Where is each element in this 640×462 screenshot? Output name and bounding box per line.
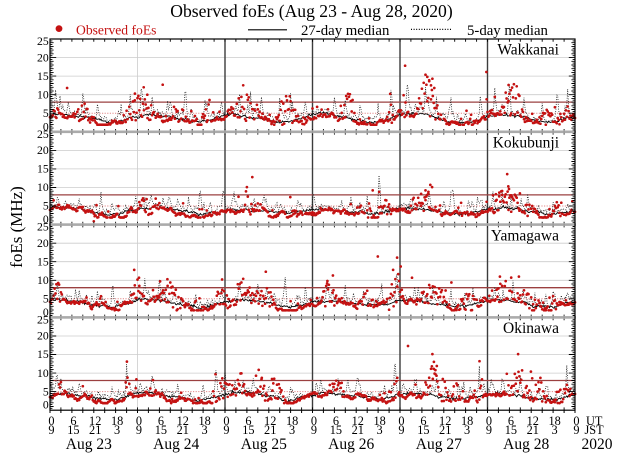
svg-text:20: 20 xyxy=(37,237,49,250)
svg-text:Wakkanai: Wakkanai xyxy=(497,42,559,59)
svg-text:Kokubunji: Kokubunji xyxy=(493,135,560,152)
svg-text:6: 6 xyxy=(420,414,426,428)
svg-text:3: 3 xyxy=(202,423,208,437)
svg-text:5-day median: 5-day median xyxy=(467,23,549,39)
svg-text:6: 6 xyxy=(508,414,514,428)
svg-text:0: 0 xyxy=(43,120,49,133)
svg-text:18: 18 xyxy=(286,414,298,428)
svg-text:5: 5 xyxy=(43,293,49,306)
svg-text:UT: UT xyxy=(586,414,603,428)
svg-text:6: 6 xyxy=(158,414,164,428)
svg-text:3: 3 xyxy=(552,423,558,437)
svg-text:0: 0 xyxy=(43,399,49,412)
svg-text:12: 12 xyxy=(352,414,364,428)
svg-text:9: 9 xyxy=(486,423,492,437)
svg-text:15: 15 xyxy=(155,423,167,437)
svg-text:9: 9 xyxy=(223,423,229,437)
svg-text:5: 5 xyxy=(43,107,49,120)
svg-text:Observed foEs (Aug 23 - Aug 28: Observed foEs (Aug 23 - Aug 28, 2020) xyxy=(170,1,453,21)
svg-text:0: 0 xyxy=(311,414,317,428)
svg-text:21: 21 xyxy=(264,423,276,437)
svg-text:18: 18 xyxy=(461,414,473,428)
svg-text:25: 25 xyxy=(37,221,49,234)
svg-text:21: 21 xyxy=(527,423,539,437)
svg-text:0: 0 xyxy=(398,414,404,428)
svg-text:0: 0 xyxy=(486,414,492,428)
svg-text:20: 20 xyxy=(37,51,49,64)
svg-text:Okinawa: Okinawa xyxy=(503,320,559,337)
svg-text:21: 21 xyxy=(89,423,101,437)
svg-text:12: 12 xyxy=(177,414,189,428)
svg-text:15: 15 xyxy=(37,255,49,268)
svg-text:15: 15 xyxy=(37,70,49,83)
svg-text:10: 10 xyxy=(37,88,49,101)
svg-text:15: 15 xyxy=(417,423,429,437)
svg-text:3: 3 xyxy=(377,423,383,437)
svg-text:15: 15 xyxy=(67,423,79,437)
svg-text:Aug 28: Aug 28 xyxy=(503,436,549,453)
svg-text:JST: JST xyxy=(585,423,605,437)
svg-text:5: 5 xyxy=(43,200,49,213)
svg-text:9: 9 xyxy=(398,423,404,437)
svg-text:18: 18 xyxy=(548,414,560,428)
svg-text:18: 18 xyxy=(111,414,123,428)
svg-text:Observed foEs: Observed foEs xyxy=(76,22,156,37)
svg-text:21: 21 xyxy=(177,423,189,437)
svg-text:15: 15 xyxy=(37,163,49,176)
svg-text:Yamagawa: Yamagawa xyxy=(491,227,559,244)
svg-text:18: 18 xyxy=(198,414,210,428)
svg-text:12: 12 xyxy=(527,414,539,428)
svg-text:10: 10 xyxy=(37,367,49,380)
svg-text:Aug 25: Aug 25 xyxy=(241,436,287,453)
svg-text:3: 3 xyxy=(464,423,470,437)
svg-text:Aug 23: Aug 23 xyxy=(66,436,112,453)
svg-text:0: 0 xyxy=(43,306,49,319)
svg-text:0: 0 xyxy=(573,414,579,428)
svg-text:3: 3 xyxy=(114,423,120,437)
svg-text:27-day median: 27-day median xyxy=(301,23,390,39)
svg-text:9: 9 xyxy=(311,423,317,437)
svg-text:0: 0 xyxy=(43,213,49,226)
svg-text:0: 0 xyxy=(136,414,142,428)
svg-text:25: 25 xyxy=(37,35,49,48)
svg-text:15: 15 xyxy=(330,423,342,437)
svg-text:3: 3 xyxy=(289,423,295,437)
svg-text:6: 6 xyxy=(245,414,251,428)
svg-text:20: 20 xyxy=(37,330,49,343)
svg-text:9: 9 xyxy=(48,423,54,437)
svg-text:12: 12 xyxy=(264,414,276,428)
svg-text:25: 25 xyxy=(37,128,49,141)
svg-text:0: 0 xyxy=(223,414,229,428)
svg-text:21: 21 xyxy=(439,423,451,437)
svg-text:10: 10 xyxy=(37,274,49,287)
svg-text:21: 21 xyxy=(352,423,364,437)
svg-text:15: 15 xyxy=(37,348,49,361)
svg-text:2020: 2020 xyxy=(582,436,613,453)
svg-text:9: 9 xyxy=(136,423,142,437)
svg-text:5: 5 xyxy=(43,385,49,398)
svg-text:0: 0 xyxy=(48,414,54,428)
svg-text:20: 20 xyxy=(37,144,49,157)
svg-text:12: 12 xyxy=(439,414,451,428)
svg-text:15: 15 xyxy=(242,423,254,437)
svg-text:Aug 27: Aug 27 xyxy=(416,436,462,453)
svg-text:6: 6 xyxy=(333,414,339,428)
svg-text:Aug 26: Aug 26 xyxy=(328,436,374,453)
svg-text:foEs (MHz): foEs (MHz) xyxy=(7,186,26,268)
svg-text:18: 18 xyxy=(373,414,385,428)
svg-text:25: 25 xyxy=(37,313,49,326)
svg-text:9: 9 xyxy=(573,423,579,437)
svg-text:6: 6 xyxy=(70,414,76,428)
svg-text:10: 10 xyxy=(37,181,49,194)
svg-text:15: 15 xyxy=(505,423,517,437)
svg-text:Aug 24: Aug 24 xyxy=(153,436,199,453)
svg-text:12: 12 xyxy=(89,414,101,428)
